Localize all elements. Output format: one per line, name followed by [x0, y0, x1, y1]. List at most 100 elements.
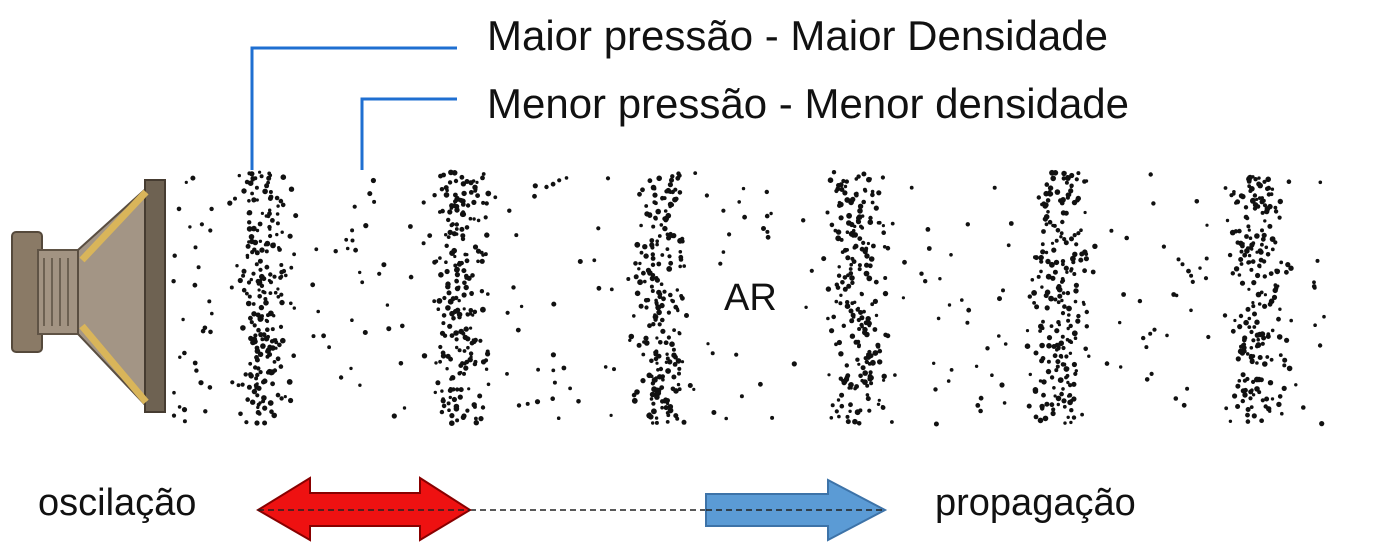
air-particle	[516, 403, 522, 408]
air-particle	[671, 347, 676, 352]
air-particle	[240, 382, 245, 387]
air-particle	[438, 272, 444, 278]
air-particle	[477, 393, 483, 399]
air-particle	[453, 192, 458, 198]
air-particle	[849, 262, 853, 267]
air-particle	[536, 367, 540, 372]
air-particle	[1222, 313, 1228, 318]
air-particle	[660, 328, 666, 334]
air-particle	[1176, 257, 1181, 262]
air-particle	[1243, 214, 1249, 220]
air-particle	[1066, 326, 1070, 331]
air-particle	[446, 217, 451, 223]
air-particle	[272, 274, 277, 279]
air-particle	[251, 271, 256, 276]
air-particle	[459, 226, 465, 232]
air-particle	[484, 232, 490, 238]
air-particle	[449, 377, 453, 381]
air-particle	[966, 307, 972, 313]
air-particle	[1084, 324, 1090, 329]
air-particle	[843, 184, 848, 189]
air-particle	[479, 289, 485, 294]
air-particle	[1148, 331, 1153, 336]
air-particle	[638, 303, 644, 309]
air-particle	[1069, 269, 1073, 273]
air-particle	[845, 248, 849, 252]
air-particle	[603, 365, 608, 369]
air-particle	[1247, 174, 1253, 180]
air-particle	[1084, 252, 1089, 256]
air-particle	[544, 184, 549, 190]
air-particle	[1281, 385, 1287, 391]
air-particle	[1243, 205, 1249, 210]
air-particle	[669, 341, 675, 348]
air-particle	[1245, 352, 1250, 356]
air-particle	[857, 327, 862, 331]
air-particle	[933, 387, 938, 392]
air-particle	[263, 243, 268, 247]
air-particle	[1269, 192, 1274, 197]
air-particle	[1255, 361, 1259, 365]
air-particle	[449, 420, 455, 427]
air-particle	[1249, 242, 1255, 248]
air-particle	[1070, 255, 1076, 262]
air-particle	[1255, 291, 1262, 298]
air-particle	[659, 385, 665, 390]
air-particle	[661, 296, 666, 302]
air-particle	[1262, 303, 1268, 309]
air-particle	[245, 243, 251, 249]
air-particle	[1237, 228, 1242, 234]
air-particle	[857, 362, 861, 366]
air-particle	[1054, 368, 1059, 373]
air-particle	[825, 286, 832, 292]
air-particle	[650, 252, 655, 257]
air-particle	[1049, 192, 1054, 196]
air-particle	[435, 380, 441, 386]
air-particle	[826, 316, 830, 321]
air-particle	[1311, 284, 1317, 289]
air-particle	[532, 183, 538, 189]
air-particle	[1247, 287, 1251, 291]
air-particle	[840, 280, 845, 285]
air-particle	[475, 248, 482, 254]
air-particle	[682, 264, 686, 268]
air-particle	[644, 204, 649, 208]
air-particle	[455, 307, 461, 313]
air-particle	[654, 416, 659, 420]
air-particle	[1173, 396, 1179, 401]
air-particle	[271, 412, 278, 419]
air-particle	[258, 332, 264, 338]
air-particle	[310, 282, 316, 288]
air-particle	[665, 212, 672, 219]
air-particle	[841, 323, 846, 328]
air-particle	[1238, 257, 1244, 262]
air-particle	[1076, 231, 1081, 236]
air-particle	[507, 208, 512, 213]
air-particle	[1067, 192, 1072, 197]
air-particle	[653, 350, 659, 356]
air-particle	[1269, 236, 1276, 243]
air-particle	[684, 313, 689, 318]
air-particle	[360, 280, 365, 285]
air-particle	[1267, 301, 1273, 307]
air-particle	[468, 216, 473, 221]
air-particle	[1063, 210, 1069, 216]
air-particle	[680, 360, 685, 364]
air-particle	[244, 420, 249, 425]
air-particle	[469, 355, 473, 359]
air-particle	[721, 208, 726, 213]
air-particle	[671, 299, 675, 304]
air-particle	[1073, 288, 1079, 294]
air-particle	[846, 212, 852, 219]
air-particle	[1053, 259, 1060, 266]
air-particle	[1054, 238, 1059, 243]
air-particle	[666, 335, 672, 340]
air-particle	[1038, 418, 1043, 422]
air-particle	[801, 218, 806, 223]
air-particle	[460, 414, 466, 420]
air-particle	[992, 185, 997, 190]
air-particle	[1263, 219, 1267, 223]
air-particle	[885, 333, 891, 339]
air-particle	[245, 397, 250, 402]
air-particle	[1071, 361, 1077, 368]
